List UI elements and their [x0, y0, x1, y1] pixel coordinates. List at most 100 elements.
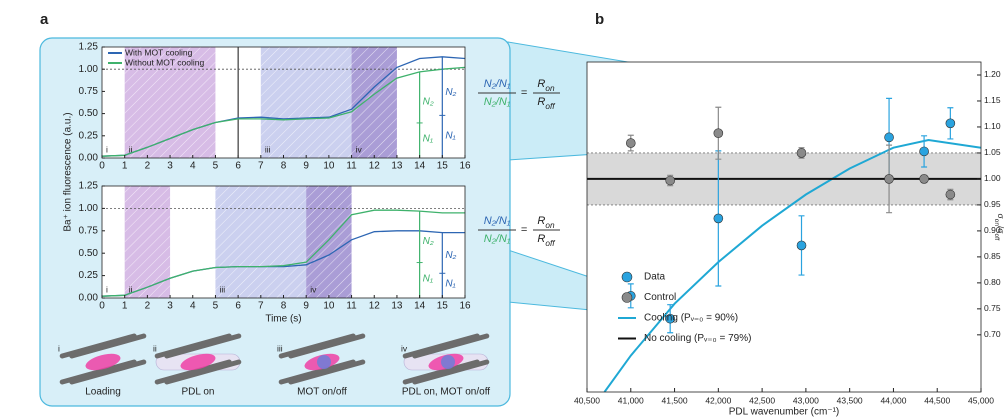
y-tick-label: 0.50 — [79, 108, 99, 119]
x-tick-label: 2 — [145, 161, 151, 172]
phase-hatch — [306, 186, 351, 298]
x-tick-label: 44,500 — [924, 395, 950, 405]
x-axis-label: Time (s) — [265, 314, 301, 325]
data-point — [797, 241, 806, 250]
x-tick-label: 13 — [391, 301, 403, 312]
panel-label: a — [40, 11, 49, 28]
schematic-numeral: iv — [401, 343, 408, 353]
x-tick-label: 3 — [167, 161, 173, 172]
x-tick-label: 14 — [414, 301, 426, 312]
n-marker-label: N₁ — [445, 278, 455, 289]
x-tick-label: 41,500 — [662, 395, 688, 405]
x-tick-label: 7 — [258, 161, 264, 172]
x-tick-label: 9 — [303, 301, 309, 312]
y-tick-label: 0.25 — [79, 270, 99, 281]
data-point — [920, 174, 929, 183]
x-axis-label: PDL wavenumber (cm⁻¹) — [729, 407, 840, 417]
schematic-numeral: ii — [153, 343, 157, 353]
legend-swatch — [622, 293, 632, 303]
ratio-text: N₂/N₁ — [484, 215, 511, 227]
y-tick-label: 0.70 — [984, 329, 1001, 339]
n-marker-label: N₂ — [423, 97, 434, 108]
data-point — [885, 133, 894, 142]
phase-hatch — [215, 186, 306, 298]
x-tick-label: 15 — [437, 161, 449, 172]
n-marker-label: N₁ — [445, 130, 455, 141]
legend-label: With MOT cooling — [125, 47, 193, 57]
x-tick-label: 1 — [122, 301, 128, 312]
ratio-text: N₂/N₁ — [484, 78, 511, 90]
x-tick-label: 12 — [369, 301, 381, 312]
x-tick-label: 4 — [190, 301, 196, 312]
page: { "panel_labels": ["a", "b"], "ratio_equ… — [0, 0, 1007, 417]
panel-label: b — [595, 11, 604, 28]
x-tick-label: 4 — [190, 161, 196, 172]
schematic-caption: MOT on/off — [297, 387, 347, 398]
legend-swatch — [622, 272, 632, 282]
y-tick-label: 1.05 — [984, 147, 1001, 157]
x-tick-label: 16 — [459, 161, 471, 172]
n-marker-label: N₂ — [423, 236, 434, 247]
x-tick-label: 40,500 — [574, 395, 600, 405]
data-point — [797, 148, 806, 157]
n-marker-label: N₁ — [423, 274, 433, 285]
phase-label: i — [106, 284, 108, 294]
x-tick-label: 8 — [281, 161, 287, 172]
schematic-caption: PDL on — [182, 387, 215, 398]
data-point — [626, 139, 635, 148]
schematic-caption: Loading — [85, 387, 121, 398]
y-tick-label: 1.00 — [79, 64, 99, 75]
y-tick-label: 1.00 — [79, 203, 99, 214]
text-part: R — [537, 233, 545, 245]
x-tick-label: 10 — [323, 301, 335, 312]
x-tick-label: 43,500 — [837, 395, 863, 405]
y-tick-label: 0.95 — [984, 199, 1001, 209]
x-tick-label: 10 — [323, 161, 335, 172]
y-tick-label: 1.20 — [984, 69, 1001, 79]
x-tick-label: 16 — [459, 301, 471, 312]
x-tick-label: 15 — [437, 301, 449, 312]
text-part: R — [537, 78, 545, 90]
x-tick-label: 14 — [414, 161, 426, 172]
y-axis-label: Ba⁺ ion fluorescence (a.u.) — [63, 112, 74, 231]
text-part: R — [537, 96, 545, 108]
text-part: off — [545, 102, 555, 111]
text-part: R — [537, 215, 545, 227]
x-tick-label: 42,500 — [749, 395, 775, 405]
x-tick-label: 11 — [346, 301, 357, 312]
x-tick-label: 11 — [346, 161, 357, 172]
x-tick-label: 43,000 — [793, 395, 819, 405]
y-tick-label: 1.25 — [79, 42, 99, 53]
x-tick-label: 2 — [145, 301, 151, 312]
x-tick-label: 44,000 — [880, 395, 906, 405]
ratio-text: = — [521, 87, 528, 99]
phase-label: iii — [265, 144, 271, 154]
ratio-text: = — [521, 224, 528, 236]
x-tick-label: 13 — [391, 161, 403, 172]
x-tick-label: 7 — [258, 301, 264, 312]
x-tick-label: 41,000 — [618, 395, 644, 405]
y-tick-label: 0.85 — [984, 251, 1001, 261]
data-point — [946, 190, 955, 199]
text-part: off — [993, 233, 1000, 240]
phase-label: iv — [310, 284, 317, 294]
data-point — [946, 119, 955, 128]
legend-label: Without MOT cooling — [125, 57, 204, 67]
y-tick-label: 0.75 — [79, 225, 99, 236]
y-tick-label: 0.50 — [79, 248, 99, 259]
x-tick-label: 5 — [213, 301, 219, 312]
schematic-numeral: i — [58, 343, 60, 353]
y-tick-label: 1.10 — [984, 121, 1001, 131]
x-tick-label: 6 — [235, 301, 241, 312]
text-part: on — [545, 221, 555, 230]
data-point — [714, 214, 723, 223]
ratio-text: N₂/N₁ — [484, 233, 511, 245]
y-tick-label: 1.00 — [984, 173, 1001, 183]
x-tick-label: 45,000 — [968, 395, 994, 405]
schematic-caption: PDL on, MOT on/off — [402, 387, 490, 398]
x-tick-label: 12 — [369, 161, 381, 172]
ratio-text: N₂/N₁ — [484, 96, 511, 108]
phase-label: iii — [219, 284, 225, 294]
x-tick-label: 8 — [281, 301, 287, 312]
x-tick-label: 1 — [122, 161, 128, 172]
